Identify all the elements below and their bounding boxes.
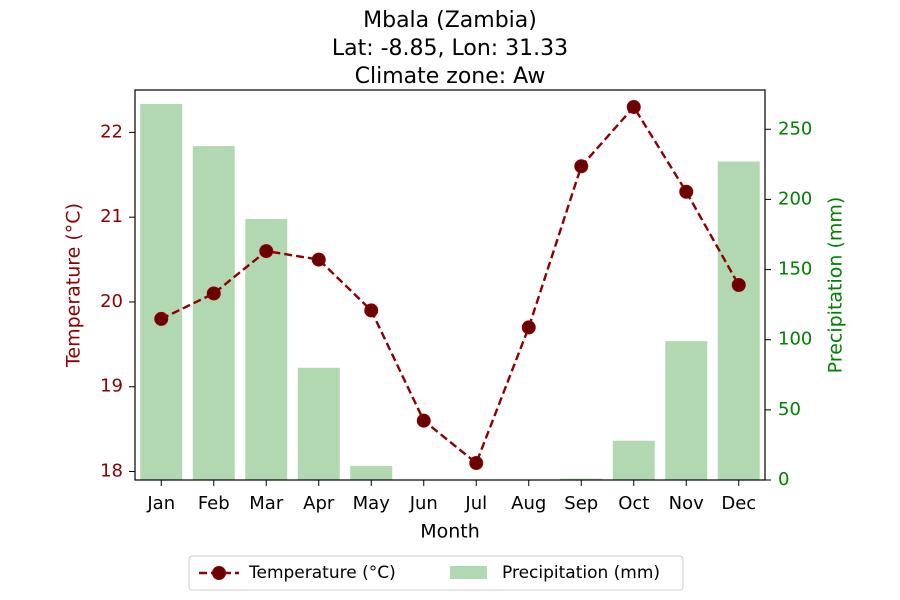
legend: Temperature (°C) Precipitation (mm) <box>188 555 684 591</box>
title-line-2: Lat: -8.85, Lon: 31.33 <box>332 36 568 61</box>
legend-precipitation-label: Precipitation (mm) <box>502 563 660 583</box>
x-tick-label: Jun <box>409 493 438 514</box>
x-tick-label: Apr <box>303 493 335 514</box>
temperature-point-may <box>364 303 379 318</box>
temperature-point-oct <box>626 99 641 114</box>
temperature-point-aug <box>521 320 536 335</box>
x-tick-label: Mar <box>249 493 284 514</box>
left-axis-label: Temperature (°C) <box>63 203 85 368</box>
precipitation-bar-dec <box>717 161 760 481</box>
left-tick-label: 22 <box>100 121 123 142</box>
temperature-point-mar <box>259 244 274 259</box>
right-axis-label: Precipitation (mm) <box>825 197 847 374</box>
temperature-point-dec <box>731 278 746 292</box>
title-line-1: Mbala (Zambia) <box>363 8 537 33</box>
left-tick-label: 19 <box>100 376 123 397</box>
x-tick-label: Feb <box>198 493 230 514</box>
x-tick-label: Oct <box>618 493 649 514</box>
right-tick-label: 100 <box>778 329 812 350</box>
legend-precipitation-swatch <box>450 566 487 579</box>
x-tick-label: May <box>353 493 391 514</box>
left-tick-label: 20 <box>100 291 123 312</box>
legend-temperature-label: Temperature (°C) <box>248 563 396 583</box>
precipitation-bar-oct <box>612 440 655 480</box>
chart-title: Mbala (Zambia) Lat: -8.85, Lon: 31.33 Cl… <box>332 8 568 89</box>
x-tick-label: Aug <box>511 493 546 514</box>
plot-frame <box>134 89 766 481</box>
precipitation-bar-sep <box>560 478 603 480</box>
x-tick-label: Jan <box>146 493 175 514</box>
right-tick-label: 150 <box>778 259 812 280</box>
legend-frame <box>188 555 684 591</box>
right-tick-label: 250 <box>778 118 812 139</box>
temperature-point-nov <box>679 184 694 199</box>
precipitation-bar-feb <box>192 146 235 480</box>
right-tick-label: 200 <box>778 188 812 209</box>
x-tick-label: Sep <box>564 493 598 514</box>
right-tick-label: 50 <box>778 399 801 420</box>
left-tick-label: 21 <box>100 206 123 227</box>
left-y-axis: 18 19 20 21 22 <box>100 121 135 482</box>
temperature-line <box>154 99 746 471</box>
x-axis-label: Month <box>420 521 480 543</box>
precipitation-bar-nov <box>665 341 708 480</box>
temperature-series-line <box>160 104 740 466</box>
temperature-point-jun <box>416 413 431 428</box>
x-axis: Jan Feb Mar Apr May Jun Jul Aug Sep Oct Nov Dec <box>146 480 756 514</box>
temperature-point-feb <box>206 286 221 301</box>
x-tick-label: Nov <box>669 493 704 514</box>
precipitation-bar-jan <box>140 104 183 480</box>
right-y-axis: 0 50 100 150 200 250 <box>765 118 812 490</box>
right-tick-label: 0 <box>778 469 789 490</box>
legend-temperature-swatch-marker <box>212 566 226 580</box>
temperature-point-sep <box>574 159 589 174</box>
precipitation-bar-mar <box>245 219 288 480</box>
temperature-point-jul <box>469 456 484 471</box>
title-line-3: Climate zone: Aw <box>355 64 546 89</box>
precipitation-bar-may <box>350 465 393 480</box>
left-tick-label: 18 <box>100 461 123 482</box>
precipitation-bars <box>140 104 760 481</box>
x-tick-label: Jul <box>464 493 487 514</box>
temperature-point-apr <box>311 252 326 267</box>
precipitation-bar-apr <box>297 367 340 480</box>
x-tick-label: Dec <box>721 493 756 514</box>
temperature-point-jan <box>154 311 169 326</box>
